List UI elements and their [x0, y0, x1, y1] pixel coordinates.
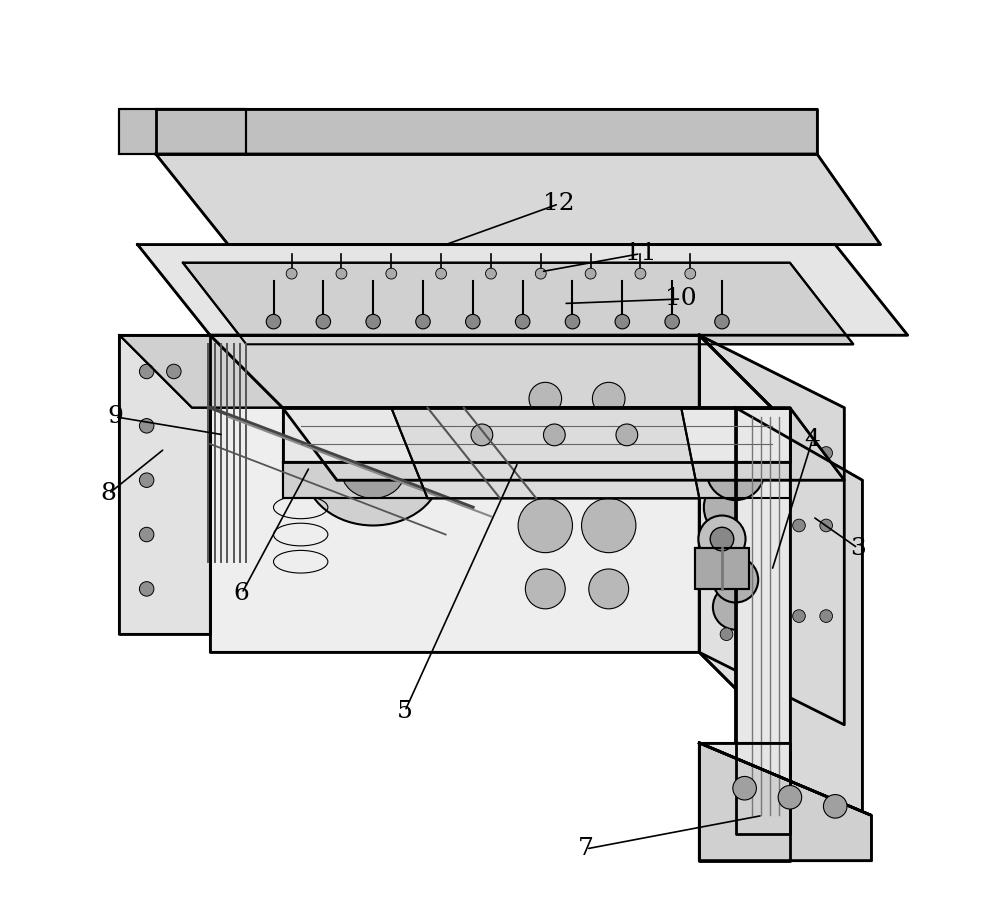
Polygon shape: [699, 335, 772, 725]
Circle shape: [793, 447, 805, 459]
Ellipse shape: [341, 444, 405, 498]
Text: 5: 5: [397, 699, 413, 723]
Circle shape: [529, 382, 562, 415]
Circle shape: [710, 527, 734, 551]
Circle shape: [720, 429, 733, 441]
Circle shape: [616, 424, 638, 446]
Circle shape: [515, 314, 530, 329]
Circle shape: [698, 516, 746, 563]
Circle shape: [615, 314, 630, 329]
Polygon shape: [156, 109, 817, 154]
Circle shape: [793, 610, 805, 622]
Circle shape: [565, 314, 580, 329]
Polygon shape: [695, 548, 749, 589]
Circle shape: [665, 314, 679, 329]
Circle shape: [139, 364, 154, 379]
Ellipse shape: [305, 417, 441, 525]
Circle shape: [592, 382, 625, 415]
Circle shape: [416, 314, 430, 329]
Circle shape: [486, 268, 496, 279]
Polygon shape: [283, 462, 790, 498]
Polygon shape: [283, 408, 844, 480]
Text: 10: 10: [665, 287, 697, 311]
Circle shape: [518, 498, 572, 553]
Polygon shape: [736, 408, 790, 834]
Polygon shape: [119, 109, 246, 154]
Polygon shape: [183, 263, 853, 344]
Circle shape: [635, 268, 646, 279]
Text: 4: 4: [805, 428, 821, 451]
Circle shape: [466, 314, 480, 329]
Circle shape: [747, 429, 760, 441]
Circle shape: [139, 527, 154, 542]
Circle shape: [585, 268, 596, 279]
Circle shape: [778, 786, 802, 809]
Circle shape: [715, 314, 729, 329]
Text: 8: 8: [101, 482, 117, 506]
Circle shape: [720, 628, 733, 641]
Circle shape: [820, 519, 833, 532]
Circle shape: [823, 795, 847, 818]
Circle shape: [589, 569, 629, 609]
Circle shape: [471, 424, 493, 446]
Circle shape: [747, 628, 760, 641]
Circle shape: [793, 519, 805, 532]
Polygon shape: [283, 408, 790, 462]
Circle shape: [713, 584, 758, 630]
Circle shape: [167, 364, 181, 379]
Text: 7: 7: [578, 837, 594, 861]
Text: 12: 12: [543, 192, 575, 216]
Circle shape: [139, 419, 154, 433]
Polygon shape: [138, 245, 908, 335]
Polygon shape: [119, 335, 283, 408]
Polygon shape: [736, 408, 862, 834]
Circle shape: [733, 776, 756, 800]
Circle shape: [266, 314, 281, 329]
Text: 3: 3: [850, 536, 866, 560]
Polygon shape: [699, 335, 844, 725]
Polygon shape: [210, 335, 772, 408]
Polygon shape: [699, 743, 790, 861]
Circle shape: [543, 424, 565, 446]
Circle shape: [707, 442, 765, 500]
Text: 9: 9: [107, 405, 123, 429]
Circle shape: [820, 447, 833, 459]
Circle shape: [316, 314, 331, 329]
Polygon shape: [156, 154, 881, 245]
Circle shape: [582, 498, 636, 553]
Circle shape: [535, 268, 546, 279]
Text: 6: 6: [234, 582, 250, 605]
Circle shape: [704, 476, 767, 539]
Polygon shape: [119, 335, 210, 634]
Circle shape: [386, 268, 397, 279]
Circle shape: [685, 268, 696, 279]
Circle shape: [713, 557, 758, 602]
Circle shape: [436, 268, 447, 279]
Polygon shape: [210, 335, 699, 652]
Circle shape: [139, 582, 154, 596]
Text: 11: 11: [625, 242, 656, 265]
Polygon shape: [699, 335, 772, 725]
Circle shape: [820, 610, 833, 622]
Polygon shape: [699, 743, 871, 815]
Circle shape: [366, 314, 380, 329]
Polygon shape: [391, 408, 699, 498]
Polygon shape: [699, 743, 871, 861]
Circle shape: [336, 268, 347, 279]
Circle shape: [525, 569, 565, 609]
Circle shape: [139, 473, 154, 487]
Circle shape: [286, 268, 297, 279]
